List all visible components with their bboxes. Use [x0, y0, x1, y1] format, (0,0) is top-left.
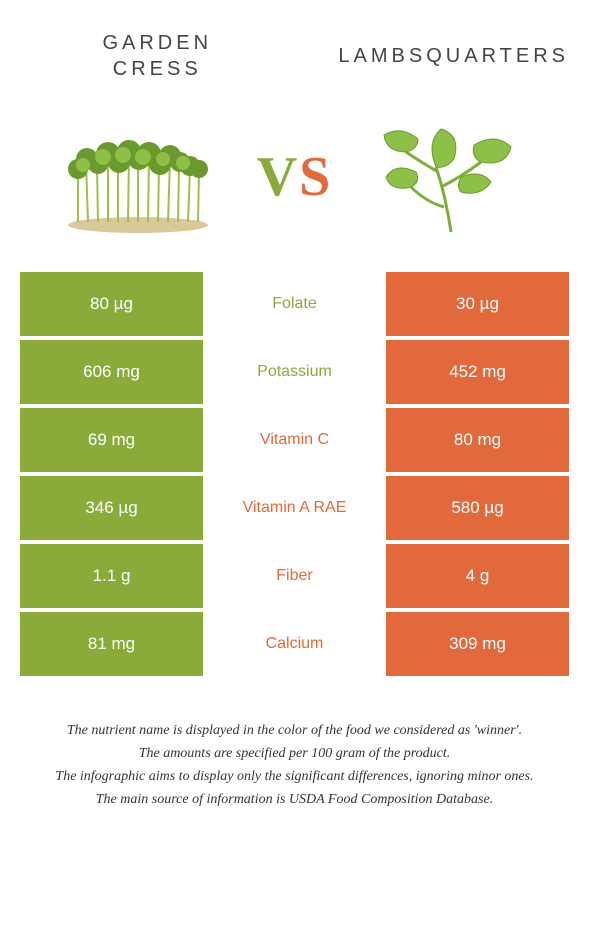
food-title-left-line2: CRESS	[20, 56, 295, 82]
nutrient-table: 80 µgFolate30 µg606 mgPotassium452 mg69 …	[0, 272, 589, 676]
nutrient-row: 606 mgPotassium452 mg	[20, 340, 569, 404]
nutrient-row: 81 mgCalcium309 mg	[20, 612, 569, 676]
footer-line-3: The infographic aims to display only the…	[20, 766, 569, 787]
nutrient-value-right: 80 mg	[386, 408, 569, 472]
food-title-left: GARDEN CRESS	[20, 30, 295, 82]
nutrient-value-left: 606 mg	[20, 340, 203, 404]
nutrient-label: Calcium	[203, 612, 386, 676]
nutrient-value-right: 452 mg	[386, 340, 569, 404]
nutrient-row: 346 µgVitamin A RAE580 µg	[20, 476, 569, 540]
footer-line-4: The main source of information is USDA F…	[20, 789, 569, 810]
nutrient-value-left: 80 µg	[20, 272, 203, 336]
footer-notes: The nutrient name is displayed in the co…	[0, 680, 589, 832]
header: GARDEN CRESS LAMBSQUARTERS	[0, 0, 589, 92]
food-title-right: LAMBSQUARTERS	[295, 43, 570, 69]
nutrient-value-left: 346 µg	[20, 476, 203, 540]
nutrient-value-left: 1.1 g	[20, 544, 203, 608]
nutrient-row: 69 mgVitamin C80 mg	[20, 408, 569, 472]
food-title-left-line1: GARDEN	[20, 30, 295, 56]
nutrient-value-right: 4 g	[386, 544, 569, 608]
footer-line-2: The amounts are specified per 100 gram o…	[20, 743, 569, 764]
vs-row: VS	[0, 92, 589, 272]
vs-v: V	[257, 146, 299, 208]
nutrient-row: 80 µgFolate30 µg	[20, 272, 569, 336]
nutrient-label: Folate	[203, 272, 386, 336]
nutrient-value-right: 580 µg	[386, 476, 569, 540]
nutrient-value-right: 30 µg	[386, 272, 569, 336]
nutrient-label: Vitamin C	[203, 408, 386, 472]
vs-label: VS	[257, 145, 333, 209]
food-image-right	[342, 112, 559, 242]
food-image-left	[30, 112, 247, 242]
nutrient-row: 1.1 gFiber4 g	[20, 544, 569, 608]
nutrient-label: Vitamin A RAE	[203, 476, 386, 540]
nutrient-label: Potassium	[203, 340, 386, 404]
nutrient-label: Fiber	[203, 544, 386, 608]
lambsquarters-icon	[366, 117, 536, 237]
cress-icon	[53, 117, 223, 237]
nutrient-value-left: 81 mg	[20, 612, 203, 676]
nutrient-value-left: 69 mg	[20, 408, 203, 472]
footer-line-1: The nutrient name is displayed in the co…	[20, 720, 569, 741]
nutrient-value-right: 309 mg	[386, 612, 569, 676]
vs-s: S	[299, 146, 332, 208]
